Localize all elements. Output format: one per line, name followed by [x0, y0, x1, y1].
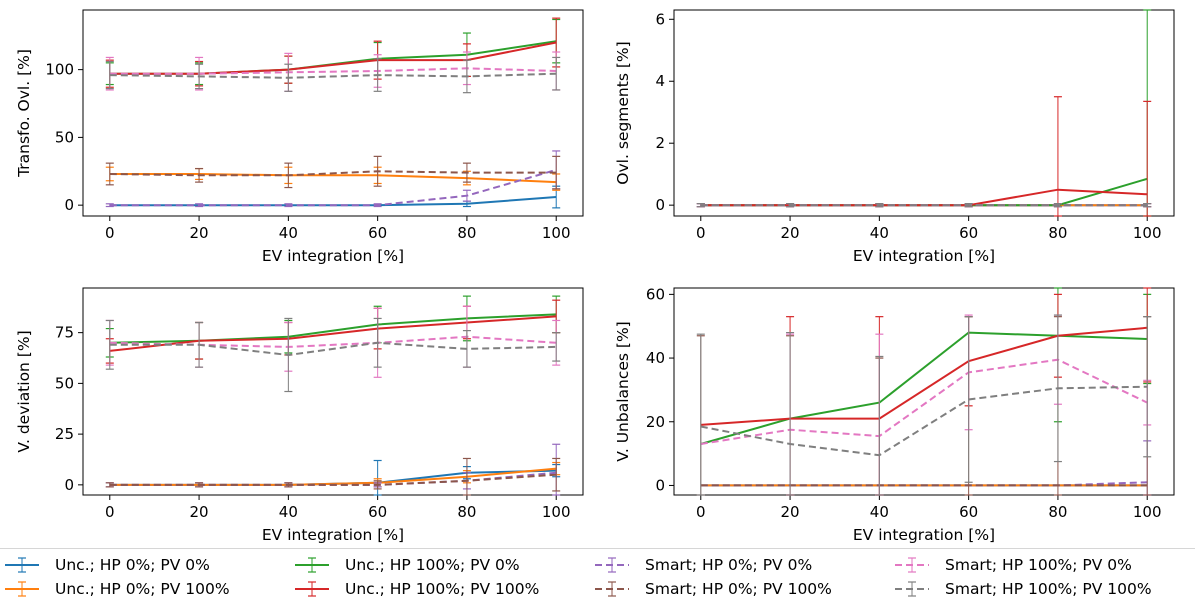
y-axis-label: V. Unbalances [%] [614, 321, 632, 461]
y-tick-label: 0 [64, 476, 74, 494]
y-tick-label: 50 [55, 374, 74, 392]
y-axis-label: V. deviation [%] [15, 330, 33, 452]
x-tick-label: 40 [279, 224, 298, 242]
x-tick-label: 40 [279, 503, 298, 521]
series-line [109, 173, 557, 184]
y-tick-label: 25 [55, 425, 74, 443]
plot-frame [82, 9, 584, 217]
legend-label: Unc.; HP 100%; PV 100% [345, 580, 539, 598]
series-line [109, 41, 557, 75]
series-line [109, 168, 557, 207]
series-line [109, 335, 557, 348]
y-tick-label: 40 [646, 349, 665, 367]
subplot-4: 0 20 40 60 80 100 0 20 40 60 EV integration [%] V. … [614, 285, 1175, 544]
plot-frame [673, 287, 1175, 496]
x-tick-label: 60 [368, 503, 387, 521]
legend-label: Smart; HP 100%; PV 100% [945, 580, 1152, 598]
plot-frame [673, 9, 1175, 217]
series-line [109, 341, 557, 357]
x-tick-label: 20 [190, 503, 209, 521]
series-line [700, 358, 1148, 445]
x-tick-label: 100 [1133, 503, 1162, 521]
series-8 [105, 317, 561, 393]
series-line [700, 326, 1148, 426]
y-tick-label: 75 [55, 324, 74, 342]
legend-label: Unc.; HP 100%; PV 0% [345, 556, 520, 574]
legend-item-8: Smart; HP 100%; PV 100% [895, 580, 1152, 598]
y-tick-label: 50 [55, 128, 74, 146]
x-tick-label: 0 [105, 224, 115, 242]
x-tick-label: 40 [870, 224, 889, 242]
x-tick-label: 0 [696, 503, 706, 521]
y-tick-label: 20 [646, 413, 665, 431]
x-axis-label: EV integration [%] [853, 526, 995, 544]
legend-label: Smart; HP 0%; PV 100% [645, 580, 832, 598]
series-line [700, 385, 1148, 457]
x-axis-label: EV integration [%] [853, 247, 995, 265]
series-6 [105, 457, 561, 496]
series-line [109, 473, 557, 486]
x-tick-label: 60 [959, 503, 978, 521]
series-line [109, 467, 557, 486]
x-axis-label: EV integration [%] [262, 526, 404, 544]
y-tick-label: 0 [655, 476, 665, 494]
x-tick-label: 80 [457, 503, 476, 521]
subplot-2: 0 20 40 60 80 100 0 2 4 6 EV integration [%] Ovl. s… [614, 9, 1175, 265]
legend-label: Unc.; HP 0%; PV 0% [55, 556, 210, 574]
legend-item-1: Unc.; HP 0%; PV 0% [5, 556, 210, 574]
x-tick-label: 0 [105, 503, 115, 521]
x-tick-label: 20 [781, 224, 800, 242]
x-tick-label: 40 [870, 503, 889, 521]
subplot-1: 0 20 40 60 80 100 0 50 100 EV integration [%] Tran… [15, 9, 584, 265]
x-tick-label: 60 [959, 224, 978, 242]
y-tick-label: 60 [646, 285, 665, 303]
x-tick-label: 0 [696, 224, 706, 242]
y-axis-label: Ovl. segments [%] [614, 41, 632, 184]
plot-frame [82, 287, 584, 496]
legend-item-6: Smart; HP 0%; PV 100% [595, 580, 832, 598]
x-tick-label: 80 [1048, 503, 1067, 521]
x-tick-label: 60 [368, 224, 387, 242]
legend-item-2: Unc.; HP 0%; PV 100% [5, 580, 230, 598]
legend-item-7: Smart; HP 100%; PV 0% [895, 556, 1132, 574]
y-tick-label: 100 [45, 61, 74, 79]
x-tick-label: 80 [1048, 224, 1067, 242]
legend: Unc.; HP 0%; PV 0% Unc.; HP 0%; PV 100% Un… [0, 548, 1195, 598]
series-line [109, 315, 557, 352]
x-tick-label: 100 [542, 224, 571, 242]
legend-label: Smart; HP 100%; PV 0% [945, 556, 1132, 574]
x-tick-label: 20 [190, 224, 209, 242]
x-tick-label: 20 [781, 503, 800, 521]
x-axis-label: EV integration [%] [262, 247, 404, 265]
series-line [109, 72, 557, 79]
legend-item-3: Unc.; HP 100%; PV 0% [295, 556, 520, 574]
x-tick-label: 80 [457, 224, 476, 242]
y-axis-label: Transfo. Ovl. [%] [15, 49, 33, 178]
series-line [109, 170, 557, 177]
legend-label: Unc.; HP 0%; PV 100% [55, 580, 230, 598]
series-line [700, 331, 1148, 445]
subplot-3: 0 20 40 60 80 100 0 25 50 75 EV integration [%] V. … [15, 287, 584, 544]
series-8 [696, 203, 1152, 208]
y-tick-label: 6 [655, 10, 665, 28]
legend-item-4: Unc.; HP 100%; PV 100% [295, 580, 539, 598]
y-tick-label: 2 [655, 134, 665, 152]
series-line [109, 313, 557, 344]
y-tick-label: 0 [655, 196, 665, 214]
series-8 [105, 56, 561, 94]
x-tick-label: 100 [1133, 224, 1162, 242]
x-tick-label: 100 [542, 503, 571, 521]
series-6 [105, 155, 561, 190]
y-tick-label: 4 [655, 72, 665, 90]
legend-label: Smart; HP 0%; PV 0% [645, 556, 812, 574]
legend-item-5: Smart; HP 0%; PV 0% [595, 556, 812, 574]
y-tick-label: 0 [64, 196, 74, 214]
series-8 [696, 314, 1152, 496]
series-line [109, 67, 557, 75]
